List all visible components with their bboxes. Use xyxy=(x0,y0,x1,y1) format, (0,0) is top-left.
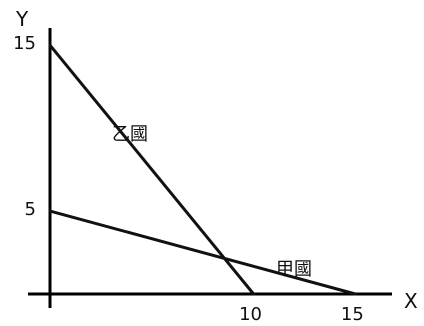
x-tick-label-10: 10 xyxy=(239,304,262,325)
tick-labels: 10 15 5 15 xyxy=(13,33,364,325)
x-tick-label-15: 15 xyxy=(341,304,364,325)
series-line-1 xyxy=(48,43,256,296)
series-lines xyxy=(48,43,357,296)
y-tick-label-15: 15 xyxy=(13,33,36,54)
series-line-2 xyxy=(48,209,357,296)
y-axis-label: Y xyxy=(15,7,29,31)
x-axis-label: X xyxy=(404,289,418,313)
y-tick-label-5: 5 xyxy=(25,199,36,220)
series-label-jia: 甲國 xyxy=(276,259,312,280)
series-label-yi: 乙國 xyxy=(112,124,148,145)
